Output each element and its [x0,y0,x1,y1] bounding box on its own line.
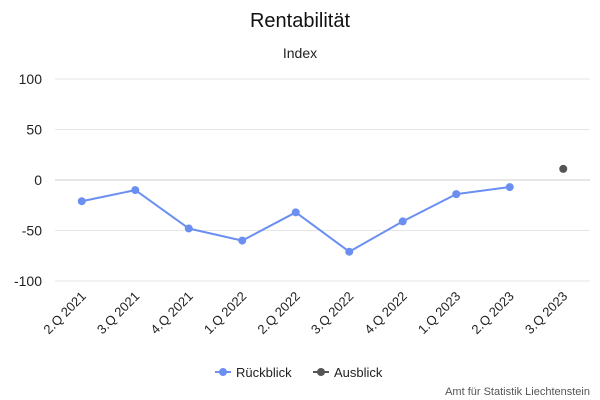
data-point[interactable] [291,208,300,217]
x-tick-label: 2.Q 2023 [468,289,516,337]
data-point[interactable] [559,164,568,173]
legend-marker-1 [317,368,325,376]
data-point[interactable] [77,197,86,206]
legend-label-0[interactable]: Rückblick [236,365,292,380]
chart-credit: Amt für Statistik Liechtenstein [445,386,590,398]
chart-subtitle: Index [283,45,317,61]
legend-label-1[interactable]: Ausblick [334,365,383,380]
x-tick-label: 3.Q 2022 [308,289,356,337]
data-point[interactable] [398,217,407,226]
x-tick-label: 3.Q 2023 [522,289,570,337]
x-tick-label: 4.Q 2022 [361,289,409,337]
y-tick-label: -50 [22,223,42,239]
y-tick-label: 0 [34,172,42,188]
data-point[interactable] [505,183,514,192]
y-tick-label: 50 [26,122,42,138]
series-line-0 [81,186,510,253]
y-tick-label: 100 [19,71,43,87]
x-tick-label: 3.Q 2021 [94,289,142,337]
x-tick-label: 1.Q 2023 [415,289,463,337]
legend-marker-0 [219,368,227,376]
x-tick-label: 4.Q 2021 [147,289,195,337]
data-point[interactable] [184,224,193,233]
data-point[interactable] [131,186,140,195]
x-tick-label: 2.Q 2022 [254,289,302,337]
x-tick-label: 2.Q 2021 [40,289,88,337]
data-point[interactable] [345,247,354,256]
y-tick-label: -100 [14,273,42,289]
data-point[interactable] [452,190,461,199]
data-point[interactable] [238,236,247,245]
x-tick-label: 1.Q 2022 [201,289,249,337]
chart-title: Rentabilität [250,10,351,32]
